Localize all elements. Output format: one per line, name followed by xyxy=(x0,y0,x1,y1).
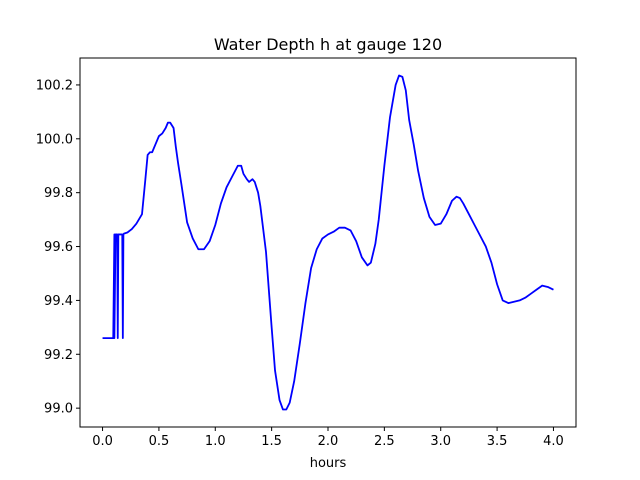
x-tick-label: 3.0 xyxy=(430,434,451,449)
x-tick-label: 2.0 xyxy=(318,434,339,449)
x-tick-label: 1.0 xyxy=(205,434,226,449)
x-tick-label: 0.0 xyxy=(92,434,113,449)
x-tick-label: 4.0 xyxy=(543,434,564,449)
chart-title: Water Depth h at gauge 120 xyxy=(214,35,442,54)
y-tick-label: 99.0 xyxy=(44,402,73,417)
y-tick-label: 99.8 xyxy=(44,186,73,201)
x-tick-label: 3.5 xyxy=(487,434,508,449)
y-tick-label: 100.0 xyxy=(36,132,73,147)
x-tick-label: 1.5 xyxy=(261,434,282,449)
series-line-0 xyxy=(102,74,554,411)
x-axis-label: hours xyxy=(310,456,347,471)
x-tick-label: 2.5 xyxy=(374,434,395,449)
plot-area: 0.0 0.5 1.0 1.5 2.0 2.5 3.0 3.5 4.0 99.0 99.2 99.4 9… xyxy=(36,57,577,449)
y-tick-label: 99.6 xyxy=(44,240,73,255)
y-tick-label: 99.4 xyxy=(44,294,73,309)
y-tick-label: 100.2 xyxy=(36,78,73,93)
x-tick-label: 0.5 xyxy=(149,434,170,449)
y-tick-label: 99.2 xyxy=(44,348,73,363)
